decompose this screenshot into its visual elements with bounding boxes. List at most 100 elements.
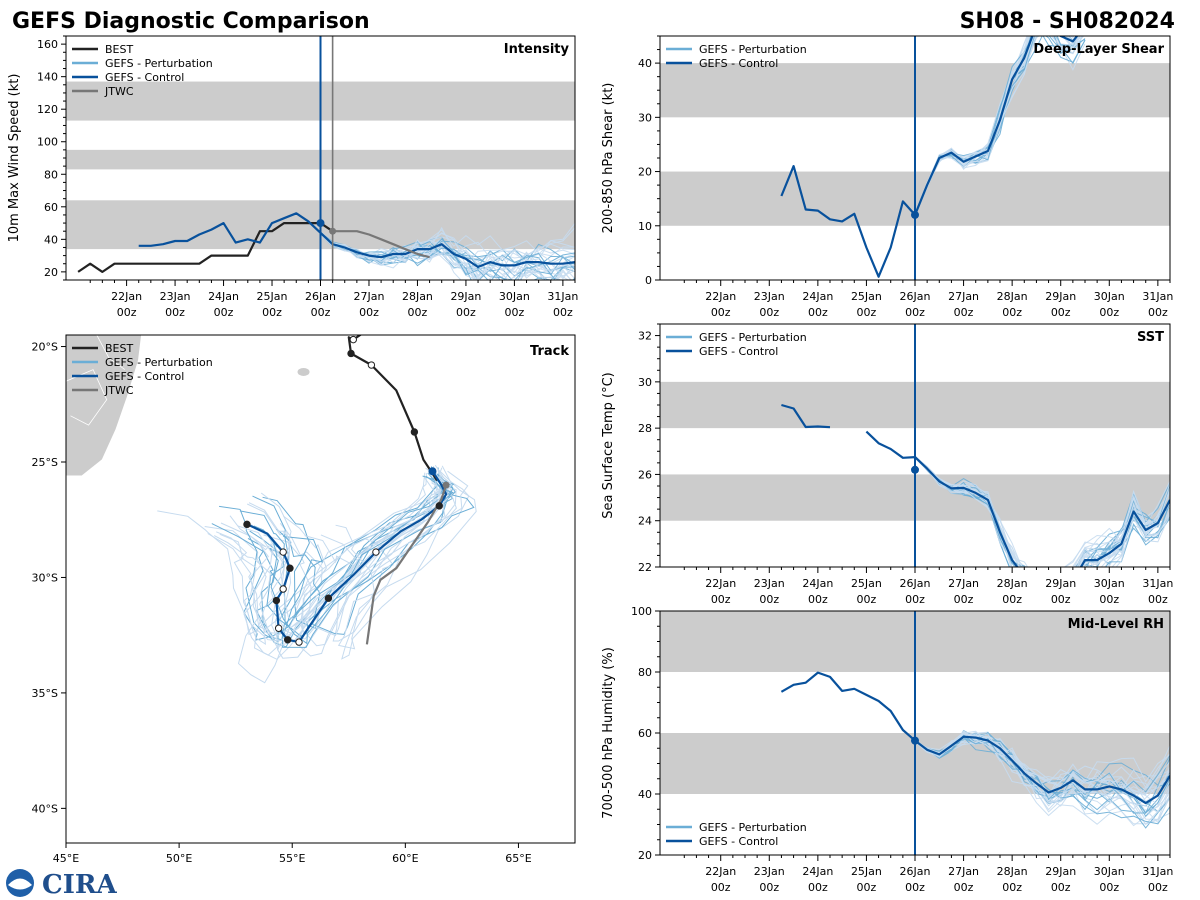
sst-xtick-hour: 00z: [1051, 593, 1071, 606]
shear-ytick-label: 10: [638, 220, 652, 233]
madagascar-region-boundary: [96, 335, 126, 370]
track-perturbation-member: [216, 477, 443, 642]
shear-xtick-date: 29Jan: [1045, 290, 1076, 303]
intensity-xtick-date: 25Jan: [257, 290, 288, 303]
intensity-xtick-hour: 00z: [505, 306, 525, 319]
intensity-xtick-hour: 00z: [214, 306, 234, 319]
sst-xtick-date: 27Jan: [948, 577, 979, 590]
shear-xtick-date: 28Jan: [997, 290, 1028, 303]
sst-xtick-hour: 00z: [1099, 593, 1119, 606]
intensity-legend-label: GEFS - Perturbation: [105, 57, 213, 70]
intensity-panel-title: Intensity: [504, 42, 570, 57]
rh-xtick-date: 30Jan: [1094, 865, 1125, 878]
sst-legend-label: GEFS - Control: [699, 345, 778, 358]
intensity-ylabel: 10m Max Wind Speed (kt): [7, 74, 22, 243]
shear-xtick-hour: 00z: [1099, 306, 1119, 319]
sst-xtick-date: 26Jan: [900, 577, 931, 590]
madagascar-region-boundary: [66, 369, 108, 426]
intensity-jtwc-init-marker: [329, 227, 337, 235]
sst-xtick-hour: 00z: [759, 593, 779, 606]
shear-xtick-hour: 00z: [905, 306, 925, 319]
intensity-ytick-label: 160: [37, 38, 58, 51]
track-legend-label: JTWC: [104, 384, 134, 397]
track-frame: [65, 334, 576, 844]
panel-sst: 22 24 26 28 30 32 22Jan 00z 23Jan 00z 24Jan 00z 25Ja…: [601, 323, 1173, 606]
shear-xtick-date: 31Jan: [1142, 290, 1173, 303]
sst-xtick-hour: 00z: [711, 593, 731, 606]
sst-xtick-date: 30Jan: [1094, 577, 1125, 590]
rh-ytick-label: 60: [638, 727, 652, 740]
rh-xtick-hour: 00z: [711, 881, 731, 894]
sst-xtick-date: 23Jan: [754, 577, 785, 590]
rh-ytick-label: 20: [638, 849, 652, 862]
track-control-time-marker: [295, 638, 303, 646]
track-perturbation-member: [304, 467, 443, 637]
intensity-gefs-control-line: [138, 212, 575, 269]
track-ytick-label: 35°S: [32, 687, 58, 700]
shear-xtick-date: 26Jan: [900, 290, 931, 303]
shear-xtick-date: 30Jan: [1094, 290, 1125, 303]
reunion-island: [297, 367, 310, 376]
intensity-xtick-date: 26Jan: [305, 290, 336, 303]
rh-legend-label: GEFS - Perturbation: [699, 821, 807, 834]
track-xtick-label: 45°E: [53, 852, 79, 865]
shear-panel-title: Deep-Layer Shear: [1033, 42, 1164, 57]
intensity-xtick-date: 23Jan: [160, 290, 191, 303]
rh-legend-label: GEFS - Control: [699, 835, 778, 848]
intensity-init-marker: [316, 219, 325, 228]
track-control-time-marker: [272, 596, 281, 605]
intensity-perturbation-member: [320, 229, 575, 278]
track-legend-label: GEFS - Perturbation: [105, 356, 213, 369]
track-perturbation-member: [283, 470, 457, 647]
rh-ytick-label: 80: [638, 666, 652, 679]
shear-ylabel: 200-850 hPa Shear (kt): [601, 83, 616, 234]
shear-xtick-hour: 00z: [1002, 306, 1022, 319]
intensity-ytick-label: 140: [37, 71, 58, 84]
sst-xtick-date: 22Jan: [705, 577, 736, 590]
shear-gefs-control-line: [780, 36, 1079, 278]
track-panel-title: Track: [530, 344, 569, 359]
shear-xtick-hour: 00z: [711, 306, 731, 319]
figure-title: GEFS Diagnostic Comparison: [12, 9, 370, 34]
rh-xtick-hour: 00z: [1148, 881, 1168, 894]
track-xtick-label: 65°E: [505, 852, 531, 865]
track-control-time-marker: [324, 594, 333, 602]
rh-xtick-hour: 00z: [954, 881, 974, 894]
panel-shear: 0 10 20 30 40 22Jan 00z 23Jan 00z 24Jan 00z 25Jan 00…: [601, 35, 1173, 319]
intensity-xtick-hour: 00z: [456, 306, 476, 319]
plots-layer: 2040608010012014016022Jan00z23Jan00z24Ja…: [7, 35, 1173, 894]
intensity-best-line: [77, 222, 334, 273]
noaa-bird-icon: [8, 878, 32, 890]
rh-xtick-date: 27Jan: [948, 865, 979, 878]
shear-xtick-date: 23Jan: [754, 290, 785, 303]
track-perturbation-member: [335, 470, 469, 650]
intensity-xtick-date: 28Jan: [402, 290, 433, 303]
rh-xtick-date: 25Jan: [851, 865, 882, 878]
intensity-xtick-hour: 00z: [553, 306, 573, 319]
track-ytick-label: 30°S: [32, 571, 58, 584]
track-perturbation-member: [237, 465, 441, 643]
rh-init-marker: [911, 736, 919, 745]
track-best-line: [347, 335, 438, 482]
track-best-time-marker: [347, 349, 355, 358]
sst-xtick-hour: 00z: [1148, 593, 1168, 606]
intensity-xtick-date: 24Jan: [208, 290, 239, 303]
rh-xtick-hour: 00z: [1002, 881, 1022, 894]
sst-xtick-hour: 00z: [954, 593, 974, 606]
intensity-xtick-date: 29Jan: [450, 290, 481, 303]
intensity-xtick-hour: 00z: [165, 306, 185, 319]
intensity-ytick-label: 80: [44, 168, 58, 181]
intensity-legend-label: GEFS - Control: [105, 71, 184, 84]
sst-xtick-hour: 00z: [808, 593, 828, 606]
shear-ytick-label: 20: [638, 166, 652, 179]
rh-xtick-hour: 00z: [808, 881, 828, 894]
track-xtick-label: 60°E: [392, 852, 418, 865]
intensity-xtick-date: 27Jan: [353, 290, 384, 303]
intensity-ytick-label: 100: [37, 136, 58, 149]
intensity-xtick-date: 30Jan: [499, 290, 530, 303]
shear-xtick-date: 22Jan: [705, 290, 736, 303]
sst-ytick-label: 26: [638, 468, 652, 481]
sst-perturbation-member: [914, 457, 1170, 567]
sst-xtick-date: 24Jan: [802, 577, 833, 590]
